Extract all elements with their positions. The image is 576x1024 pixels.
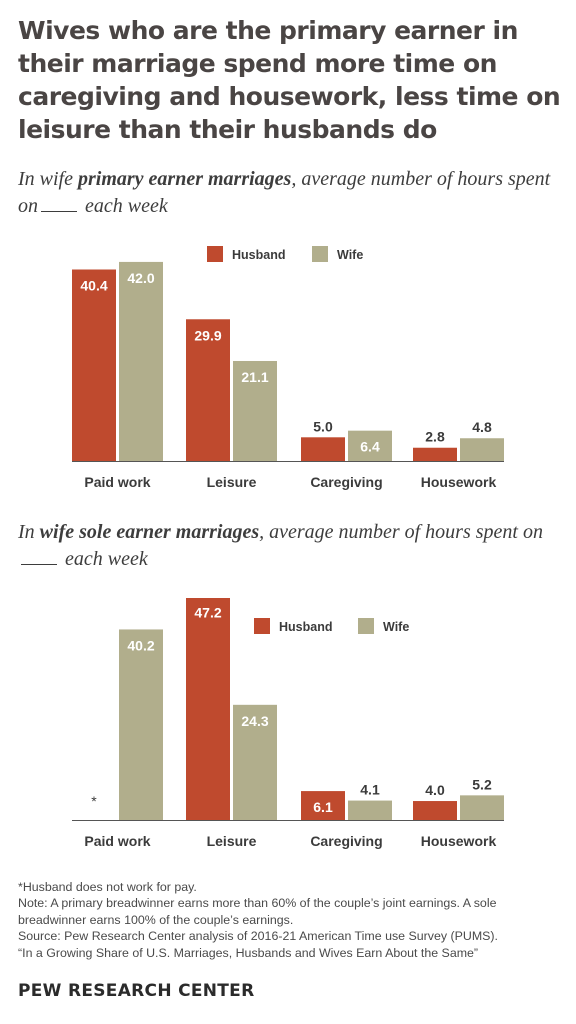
category-label-housework: Housework — [421, 833, 497, 849]
category-label-leisure: Leisure — [207, 474, 257, 490]
bar-housework-husband — [413, 447, 457, 461]
brand-logo-text: PEW RESEARCH CENTER — [18, 981, 255, 1001]
subtitle-2-blank — [21, 564, 57, 565]
footnote-asterisk: *Husband does not work for pay. — [18, 880, 197, 894]
bar-caregiving-wife — [348, 800, 392, 820]
value-label-caregiving-wife: 4.1 — [360, 782, 380, 798]
bar-leisure-husband — [186, 598, 230, 820]
subtitle-2-text-b: , average number of hours spent on — [259, 521, 543, 543]
value-label-leisure-husband: 29.9 — [194, 327, 221, 343]
value-label-paid-work-wife: 40.2 — [127, 637, 154, 653]
bar-housework-husband — [413, 801, 457, 820]
subtitle-1-text-c: each week — [85, 195, 168, 217]
chart-title: Wives who are the primary earner in thei… — [18, 16, 561, 144]
subtitle-2-emphasis: wife sole earner marriages — [39, 521, 260, 543]
value-label-paid-work-husband: 40.4 — [80, 278, 107, 294]
bar-paid-work-wife — [119, 629, 163, 820]
subtitle-1-text-a: In wife — [18, 168, 78, 190]
value-label-paid-work-husband: * — [91, 793, 97, 809]
legend-label-wife: Wife — [337, 248, 363, 262]
bar-caregiving-wife — [348, 430, 392, 461]
value-label-housework-husband: 2.8 — [425, 429, 445, 445]
category-label-leisure: Leisure — [207, 833, 257, 849]
value-label-leisure-wife: 21.1 — [241, 369, 268, 385]
subtitle-1-emphasis: primary earner marriages — [78, 168, 292, 190]
category-label-paid-work: Paid work — [84, 833, 150, 849]
value-label-housework-wife: 4.8 — [472, 419, 492, 435]
legend-swatch-husband — [254, 618, 270, 634]
category-label-housework: Housework — [421, 474, 497, 490]
bar-leisure-husband — [186, 319, 230, 461]
bar-housework-wife — [460, 795, 504, 820]
chart-1-subtitle: In wife primary earner marriages, averag… — [18, 166, 563, 220]
footnote-source: Source: Pew Research Center analysis of … — [18, 929, 498, 944]
category-label-caregiving: Caregiving — [310, 833, 382, 849]
bar-caregiving-husband — [301, 437, 345, 461]
chart-2-subtitle: In wife sole earner marriages, average n… — [18, 519, 563, 573]
value-label-leisure-wife: 24.3 — [241, 713, 268, 729]
footnote-report: “In a Growing Share of U.S. Marriages, H… — [18, 945, 479, 960]
chart-1-primary-earner: Husband Wife 40.4 42.0 Paid work 29.9 21.1 Leis… — [72, 246, 504, 490]
legend-label-husband: Husband — [232, 248, 285, 262]
bar-caregiving-husband — [301, 791, 345, 820]
legend-label-wife: Wife — [383, 620, 409, 634]
subtitle-1-text-b: , average number of hours spent on — [18, 168, 551, 217]
bar-paid-work-husband — [72, 269, 116, 461]
value-label-leisure-husband: 47.2 — [194, 604, 221, 620]
value-label-housework-wife: 5.2 — [472, 776, 492, 792]
bar-housework-wife — [460, 438, 504, 461]
value-label-paid-work-wife: 42.0 — [127, 270, 154, 286]
subtitle-1-blank — [41, 211, 77, 212]
value-label-caregiving-husband: 6.1 — [313, 799, 333, 815]
legend-swatch-wife — [358, 618, 374, 634]
subtitle-2-text-c: each week — [65, 548, 148, 570]
value-label-caregiving-wife: 6.4 — [360, 439, 380, 455]
legend-swatch-husband — [207, 246, 223, 262]
bar-paid-work-wife — [119, 261, 163, 461]
value-label-caregiving-husband: 5.0 — [313, 418, 333, 434]
footnotes: *Husband does not work for pay. Note: A … — [18, 879, 563, 961]
subtitle-2-text-a: In — [18, 521, 40, 543]
bar-leisure-wife — [233, 704, 277, 820]
legend-swatch-wife — [312, 246, 328, 262]
chart-2-sole-earner: Husband Wife * 40.2 Paid work 47.2 24.3 Leisure… — [72, 598, 504, 849]
value-label-housework-husband: 4.0 — [425, 782, 445, 798]
category-label-caregiving: Caregiving — [310, 474, 382, 490]
footnote-note: Note: A primary breadwinner earns more t… — [18, 896, 497, 927]
legend-label-husband: Husband — [279, 620, 332, 634]
bar-leisure-wife — [233, 360, 277, 461]
category-label-paid-work: Paid work — [84, 474, 150, 490]
